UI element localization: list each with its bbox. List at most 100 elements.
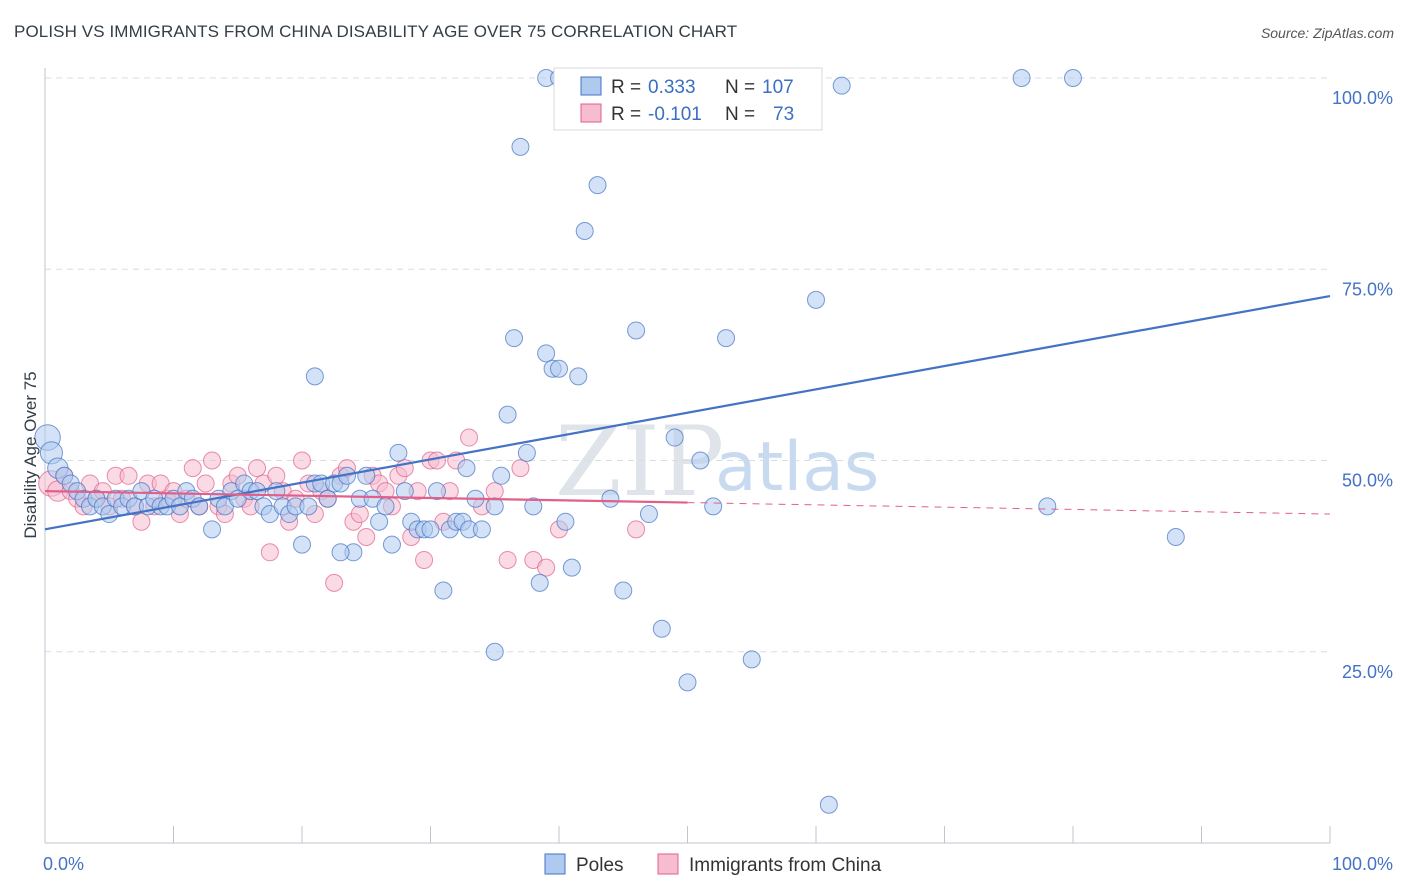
china-point [627, 520, 646, 539]
poles-point [665, 428, 684, 447]
watermark: ZIP atlas [555, 406, 879, 518]
y-tick-label: 75.0% [1342, 279, 1393, 299]
china-point [260, 543, 279, 562]
poles-point [1166, 528, 1185, 546]
legend-china-swatch [657, 853, 679, 875]
y-axis-label: Disability Age Over 75 [21, 371, 40, 538]
poles-r-value: 0.333 [648, 77, 696, 98]
china-point [460, 428, 479, 447]
poles-point [331, 543, 350, 562]
stats-legend: R = 0.333 N = 107 R = -0.101 N = 73 [553, 67, 823, 131]
china-trend-extension [687, 502, 1331, 515]
china-point [325, 573, 344, 592]
china-point [248, 459, 267, 478]
poles-swatch [580, 76, 602, 96]
poles-r-label: R = [611, 77, 641, 98]
poles-n-label: N = [725, 77, 755, 98]
poles-point [517, 443, 536, 462]
china-point [415, 550, 434, 569]
china-n-label: N = [725, 104, 755, 125]
poles-point [485, 642, 504, 661]
poles-point [305, 367, 324, 386]
y-tick-labels: 25.0% 50.0% 75.0% 100.0% [1332, 88, 1393, 682]
poles-point [267, 482, 286, 501]
poles-point [832, 76, 851, 95]
poles-n-value: 107 [762, 77, 794, 98]
poles-point [556, 512, 575, 531]
poles-point [524, 497, 543, 516]
x-tick-labels: 0.0% 100.0% [43, 854, 1393, 874]
poles-point [742, 650, 761, 669]
poles-point [530, 573, 549, 592]
china-point [357, 528, 376, 546]
poles-point [457, 459, 476, 478]
poles-point [1038, 497, 1057, 516]
china-point [485, 482, 504, 501]
china-r-value: -0.101 [648, 104, 702, 125]
poles-point [601, 489, 620, 508]
china-trend-line [44, 490, 688, 504]
poles-point [652, 619, 671, 638]
trend-lines [44, 294, 1331, 531]
poles-point [639, 505, 658, 524]
legend-china-label: Immigrants from China [689, 855, 882, 876]
poles-point [717, 329, 736, 348]
grid-lines [45, 77, 1330, 653]
china-point [350, 505, 369, 524]
china-r-label: R = [611, 104, 641, 125]
y-tick-label: 25.0% [1342, 662, 1393, 682]
series-legend: Poles Immigrants from China [544, 853, 882, 876]
x-tick-label: 100.0% [1332, 854, 1393, 874]
chart-title: POLISH VS IMMIGRANTS FROM CHINA DISABILI… [14, 22, 738, 41]
y-tick-label: 100.0% [1332, 88, 1393, 108]
x-tick-label: 0.0% [43, 854, 84, 874]
poles-point [704, 497, 723, 516]
legend-poles-swatch [544, 853, 566, 875]
poles-point [511, 137, 530, 156]
poles-point [588, 176, 607, 195]
poles-point [293, 535, 311, 554]
poles-trend-line [44, 294, 1331, 531]
poles-point [492, 466, 511, 485]
poles-point [569, 367, 588, 386]
china-point [203, 451, 222, 470]
series-poles-points [34, 69, 1185, 814]
poles-point [537, 344, 556, 363]
china-point [132, 512, 151, 531]
poles-point [627, 321, 646, 340]
poles-point [614, 581, 633, 600]
poles-point [678, 673, 697, 692]
china-point [196, 474, 215, 493]
china-point [537, 558, 556, 577]
china-point [498, 550, 517, 569]
watermark-atlas: atlas [715, 428, 879, 507]
poles-point [382, 535, 401, 554]
y-tick-label: 50.0% [1342, 471, 1393, 491]
poles-point [376, 497, 395, 516]
poles-point [485, 497, 504, 516]
poles-point [1064, 69, 1082, 87]
poles-point [434, 581, 453, 600]
poles-point [370, 512, 389, 531]
poles-point [498, 405, 517, 424]
poles-point [395, 482, 414, 501]
poles-point [203, 520, 222, 539]
china-point [183, 459, 202, 478]
china-point [427, 451, 446, 470]
china-n-value: 73 [773, 104, 794, 125]
china-point [293, 451, 311, 470]
poles-point [575, 222, 594, 240]
poles-point [550, 359, 568, 378]
poles-point [389, 443, 408, 462]
poles-point [691, 451, 710, 470]
china-point [119, 466, 138, 485]
legend-poles-label: Poles [576, 855, 624, 876]
poles-point [299, 497, 318, 516]
poles-point [427, 482, 446, 501]
poles-point [1012, 69, 1031, 87]
poles-point [819, 795, 838, 814]
china-point [267, 466, 286, 485]
china-point [511, 459, 530, 478]
poles-point [807, 290, 825, 309]
